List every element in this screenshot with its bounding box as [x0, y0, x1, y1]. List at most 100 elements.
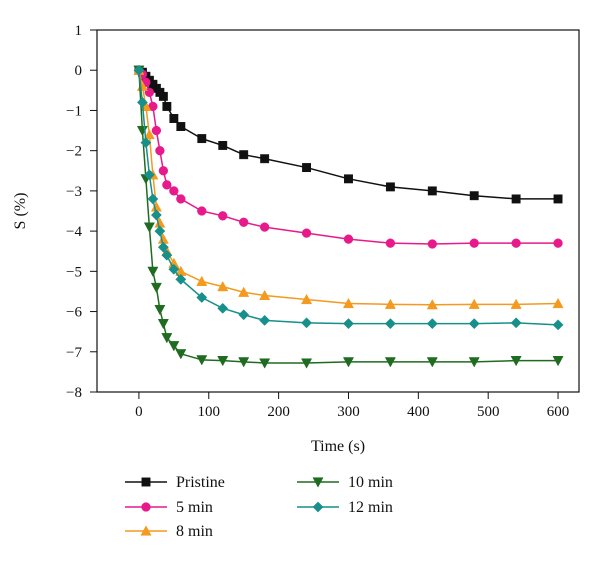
- data-point: [154, 225, 166, 237]
- data-point: [469, 191, 479, 201]
- y-tick-label: −6: [66, 305, 82, 321]
- legend-item-8-min: 8 min: [125, 523, 213, 540]
- data-point: [238, 286, 250, 297]
- y-tick-label: −1: [66, 103, 82, 119]
- data-point: [301, 228, 312, 238]
- legend-label: 5 min: [176, 499, 213, 516]
- data-point: [154, 304, 166, 316]
- data-point: [468, 318, 480, 330]
- legend-marker: [312, 477, 324, 488]
- data-point: [511, 194, 521, 204]
- data-point: [196, 355, 208, 366]
- y-tick-label: −4: [66, 224, 82, 240]
- data-point: [238, 357, 250, 368]
- series-5-min: [134, 65, 563, 249]
- series-line: [138, 69, 559, 364]
- data-point: [147, 266, 159, 277]
- data-point: [143, 128, 155, 140]
- data-point: [343, 234, 354, 244]
- data-point: [150, 282, 162, 294]
- data-point: [510, 298, 522, 309]
- data-point: [426, 299, 438, 310]
- data-point: [147, 193, 159, 205]
- series-line: [138, 69, 559, 326]
- x-tick-label: 0: [135, 404, 143, 420]
- data-point: [136, 96, 148, 108]
- data-point: [140, 137, 152, 149]
- data-point: [427, 239, 437, 249]
- data-point: [158, 91, 168, 101]
- plot-frame: [96, 29, 580, 393]
- data-point: [169, 186, 179, 196]
- data-point: [260, 222, 270, 232]
- data-point: [342, 357, 354, 368]
- y-tick-label: −5: [66, 264, 82, 280]
- x-axis-ticks: 0 100 200 300 400 500 600: [135, 392, 569, 420]
- x-tick-label: 200: [267, 404, 290, 420]
- legend-marker: [141, 477, 151, 487]
- data-point: [175, 349, 187, 360]
- data-point: [197, 206, 207, 216]
- data-point: [176, 122, 186, 131]
- data-point: [217, 302, 229, 314]
- data-point: [427, 186, 437, 196]
- series-pristine: [134, 65, 563, 204]
- data-point: [197, 134, 207, 144]
- x-tick-label: 500: [477, 404, 500, 420]
- data-point: [301, 293, 313, 305]
- data-point: [342, 297, 354, 309]
- data-point: [510, 356, 522, 367]
- data-point: [218, 140, 228, 150]
- data-point: [239, 217, 249, 227]
- legend-label: 12 min: [348, 499, 393, 516]
- y-tick-label: 1: [75, 23, 83, 39]
- data-point: [426, 318, 438, 330]
- data-point: [133, 64, 145, 76]
- data-point: [259, 358, 271, 369]
- x-tick-label: 400: [407, 404, 430, 420]
- data-point: [168, 263, 180, 275]
- data-point: [150, 209, 162, 221]
- data-point: [426, 357, 438, 368]
- data-point: [553, 238, 563, 248]
- series-layer: [133, 64, 564, 369]
- data-point: [552, 356, 564, 367]
- data-point: [259, 289, 271, 301]
- legend-marker: [312, 501, 324, 513]
- y-tick-label: −3: [66, 184, 82, 200]
- data-point: [384, 357, 396, 368]
- data-point: [143, 222, 155, 233]
- data-point: [511, 238, 521, 248]
- data-point: [196, 292, 208, 303]
- data-point: [157, 241, 169, 253]
- data-point: [218, 211, 228, 221]
- data-point: [259, 314, 271, 326]
- data-point: [468, 298, 480, 309]
- data-point: [143, 169, 155, 181]
- data-point: [176, 194, 186, 204]
- data-point: [301, 317, 313, 329]
- legend-item-12-min: 12 min: [297, 499, 393, 516]
- data-point: [169, 114, 179, 123]
- legend-item-5-min: 5 min: [125, 499, 213, 516]
- data-point: [155, 146, 165, 156]
- data-point: [344, 174, 353, 184]
- data-point: [553, 194, 563, 204]
- data-point: [151, 125, 162, 136]
- x-tick-label: 300: [337, 404, 360, 420]
- legend-label: 8 min: [176, 523, 213, 540]
- plot-area: 0 100 200 300 400 500 600 1 0 −1 −2 −3 −4 −5 −6 −7 −8: [66, 23, 580, 420]
- legend-item-pristine: Pristine: [125, 474, 225, 491]
- data-point: [162, 180, 172, 190]
- legend-label: 10 min: [348, 474, 393, 491]
- series-10-min: [133, 65, 564, 369]
- legend-item-10-min: 10 min: [297, 474, 393, 491]
- series-12-min: [133, 64, 564, 331]
- data-point: [468, 357, 480, 368]
- data-point: [385, 238, 396, 248]
- y-tick-label: 0: [75, 63, 83, 79]
- y-tick-label: −8: [66, 385, 82, 401]
- legend-marker: [141, 502, 151, 512]
